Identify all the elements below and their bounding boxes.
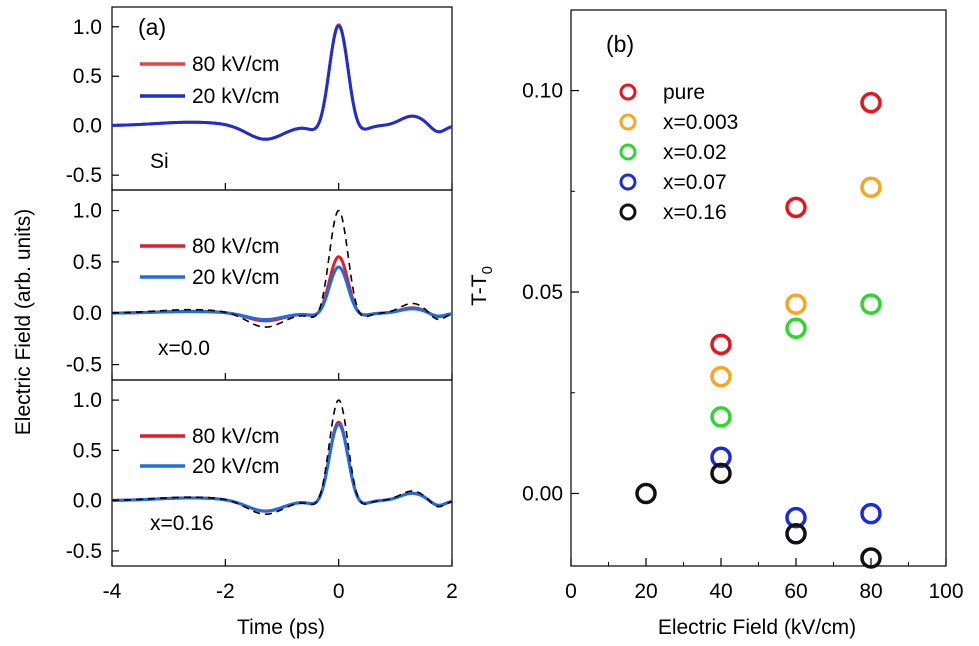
subplot-annotation: Si [150,150,169,173]
legend-label: 80 kV/cm [192,235,280,258]
plot-area [112,23,452,141]
legend-label: 80 kV/cm [192,53,280,76]
x-tick-label: 40 [709,580,732,603]
legend-marker [619,173,637,191]
legend-label: 20 kV/cm [192,85,280,108]
y-tick-label: 0.10 [522,80,563,103]
plot-area [112,399,452,516]
legend-marker [619,203,637,221]
y-tick-label: 0.0 [73,115,102,138]
point-pure [785,196,807,219]
x-tick-label: 20 [634,580,657,603]
x-tick-label: 80 [859,580,882,603]
y-tick-label: 0.5 [73,439,102,462]
panel-b-xlabel: Electric Field (kV/cm) [658,616,856,639]
point-pure [710,333,732,356]
y-tick-label: -0.5 [66,354,102,377]
y-tick-label: 0.5 [73,251,102,274]
subplot-frame [111,379,453,567]
panel-a-subplot-2: -0.5 0.0 0.5 1.0 80 kV/cm 20 kV/cm x=0.0 [66,189,453,381]
panel-a: Electric Field (arb. units) Time (ps) -0… [12,6,458,639]
y-tick-label: 0.0 [73,490,102,513]
point-x-0-07 [710,446,732,468]
legend-label: 20 kV/cm [192,266,280,289]
series-line-20-kv-cm [112,265,452,321]
legend-label: x=0.07 [663,171,727,194]
y-tick-label: 0.05 [522,281,563,304]
point-x-0-16 [860,547,882,569]
point-x-0-07 [785,506,807,529]
legend-marker [619,83,637,101]
panel-b-ylabel: T-T0 [468,266,496,306]
point-x-0-16 [635,482,657,505]
y-tick-label: -0.5 [66,540,102,563]
x-tick-label: 0 [565,580,577,603]
legend-marker [619,113,637,131]
y-tick-label: 1.0 [73,200,102,223]
x-tick-label: 100 [928,580,963,603]
point-x-0-02 [785,317,807,340]
x-tick-label: 2 [446,580,458,603]
legend-label: x=0.02 [663,141,727,164]
legend-marker [619,143,637,161]
legend-label: 80 kV/cm [192,425,280,448]
y-tick-label: 0.0 [73,302,102,325]
panel-a-label: (a) [138,14,166,40]
y-tick-label: 1.0 [73,16,102,39]
legend-label: pure [663,81,705,104]
panel-a-ylabel: Electric Field (arb. units) [12,209,35,435]
legend-label: 20 kV/cm [192,455,280,478]
x-tick-label: -4 [103,580,122,603]
point-pure [860,91,882,114]
panel-b-label: (b) [606,31,634,57]
x-tick-label: 0 [333,580,345,603]
panel-b-ylabel-sub: 0 [479,266,496,274]
series-line-20-kv-cm [112,24,452,141]
y-tick-label: 0.5 [73,65,102,88]
panel-a-subplot-3: -0.5 0.0 0.5 1.0 80 kV/cm 20 kV/cm x=0.16 -4 -2 0… [66,379,458,603]
panel-b-ylabel-main: T-T [468,274,491,306]
x-tick-label: -2 [216,580,235,603]
point-x-0-02 [710,406,732,428]
point-x-0-07 [860,502,882,525]
panel-a-xlabel: Time (ps) [237,616,325,639]
point-x-0-003 [710,365,732,388]
plot-area [112,209,452,328]
panel-b-frame [570,9,947,567]
subplot-annotation: x=0.16 [150,512,214,535]
legend-label: x=0.16 [663,201,727,224]
subplot-annotation: x=0.0 [158,337,210,360]
point-x-0-02 [860,293,882,315]
legend-label: x=0.003 [663,111,738,134]
y-tick-label: 1.0 [73,389,102,412]
reference-line [112,209,452,328]
panel-b: Electric Field (kV/cm) T-T0 (b) 0.000.05… [468,9,964,639]
point-x-0-003 [785,293,807,315]
x-tick-label: 60 [784,580,807,603]
panel-a-subplot-1: -0.5 0.0 0.5 1.0 80 kV/cm 20 kV/cm Si [66,6,453,191]
y-tick-label: 0.00 [522,482,563,505]
reference-line [112,399,452,516]
point-x-0-16 [785,523,807,545]
point-x-0-16 [710,462,732,485]
point-x-0-003 [860,176,882,199]
y-tick-label: -0.5 [66,164,102,187]
